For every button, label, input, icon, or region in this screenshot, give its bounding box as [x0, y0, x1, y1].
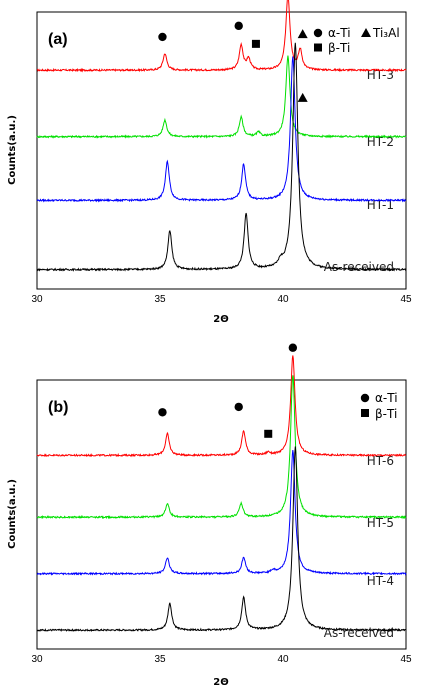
legend-circle-marker [360, 393, 370, 403]
alpha-ti-peak-marker [158, 32, 167, 42]
curve-label-ht-6: HT-6 [367, 454, 394, 468]
panel-label-a: (a) [48, 31, 68, 48]
series-line-ht-1 [36, 56, 407, 203]
y-axis-label-b: Counts(a.u.) [7, 479, 18, 549]
legend-square-marker [361, 409, 369, 417]
x-tick-label: 30 [31, 654, 43, 665]
series-line-ht-5 [36, 375, 407, 520]
series-line-ht-2 [36, 55, 407, 139]
ti3al-peak-marker [297, 29, 308, 39]
x-tick-label: 35 [154, 654, 166, 665]
x-tick-label: 45 [400, 294, 412, 305]
series-line-ht-3 [36, 0, 407, 73]
x-axis-label-a: 2Θ [213, 314, 228, 325]
legend-circle-marker [313, 28, 323, 38]
y-axis-label-a: Counts(a.u.) [7, 115, 18, 185]
beta-ti-peak-marker [264, 429, 273, 438]
alpha-ti-peak-marker [234, 21, 243, 31]
legend-triangle-marker [361, 28, 371, 37]
legend-label-beta-ti: β-Ti [375, 407, 397, 421]
panel-label-b: (b) [48, 399, 68, 416]
legend-label-alpha-ti: α-Ti [328, 26, 351, 40]
curve-label-as-received: As-received [324, 626, 394, 640]
x-axis-label-b: 2Θ [213, 677, 228, 688]
panel-b: (b) Counts(a.u.) 2Θ 30 35 40 45 α-Ti β-T… [7, 343, 412, 688]
legend-label-alpha-ti: α-Ti [375, 391, 398, 405]
beta-ti-peak-marker [251, 39, 260, 48]
series-line-as-received [36, 446, 407, 633]
panel-a: (a) Counts(a.u.) 2Θ 30 35 40 45 α-Ti Ti₃… [7, 0, 412, 325]
curve-label-ht-2: HT-2 [367, 135, 394, 149]
series-line-ht-6 [36, 355, 407, 458]
alpha-ti-peak-marker [288, 343, 298, 352]
alpha-ti-peak-marker [158, 408, 167, 417]
x-tick-label: 35 [154, 294, 166, 305]
x-tick-label: 40 [277, 294, 289, 305]
curve-label-ht-4: HT-4 [367, 574, 394, 588]
series-line-ht-4 [36, 449, 407, 576]
phase-markers-b [158, 343, 298, 438]
x-tick-label: 45 [400, 654, 412, 665]
curve-label-ht-5: HT-5 [367, 516, 394, 530]
x-tick-label: 40 [277, 654, 289, 665]
curve-label-as-received: As-received [324, 260, 394, 274]
series-line-as-received [36, 42, 407, 272]
phase-markers-a [158, 21, 308, 102]
plot-frame-a [36, 11, 407, 290]
plot-frame-b [36, 379, 407, 650]
alpha-ti-peak-marker [234, 402, 243, 412]
curve-label-ht-3: HT-3 [367, 68, 394, 82]
ti3al-peak-marker [297, 92, 308, 102]
legend-label-ti3al: Ti₃Al [372, 26, 400, 40]
x-tick-label: 30 [31, 294, 43, 305]
legend-square-marker [314, 43, 322, 52]
curve-label-ht-1: HT-1 [367, 198, 394, 212]
legend-label-beta-ti: β-Ti [328, 41, 350, 55]
